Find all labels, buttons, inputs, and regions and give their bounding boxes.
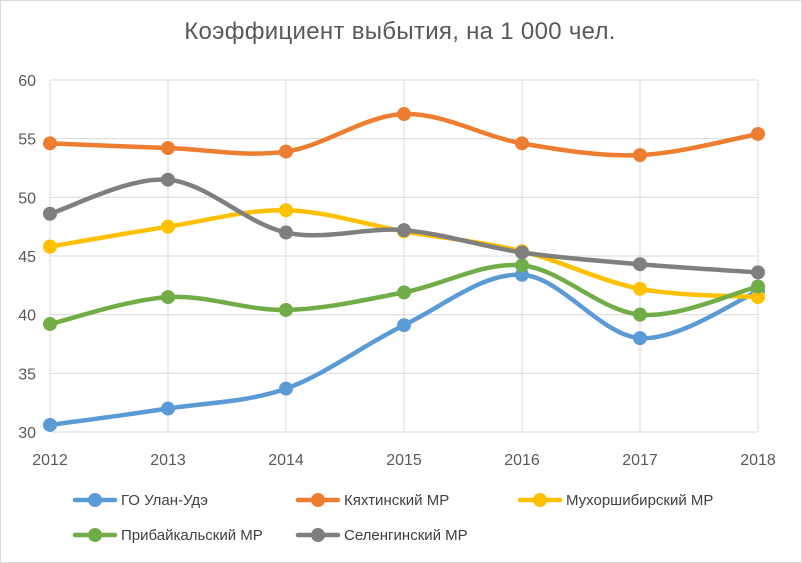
legend: ГО Улан-Удэ Кяхтинский МР Мухоршибирский М… xyxy=(72,492,713,544)
legend-marker xyxy=(533,493,547,507)
y-tick-label: 40 xyxy=(18,308,36,325)
axes: 30 35 40 45 50 55 60 2012 2013 2014 2015 2016 2017 20… xyxy=(18,73,776,469)
series-4 xyxy=(43,258,765,332)
data-point xyxy=(161,401,175,416)
data-point xyxy=(161,141,175,156)
data-point xyxy=(279,203,293,218)
legend-label: Селенгинский МР xyxy=(344,527,468,544)
legend-marker xyxy=(88,493,102,507)
data-point xyxy=(515,258,529,273)
legend-label: Мухоршибирский МР xyxy=(566,492,713,509)
data-point xyxy=(633,331,647,346)
y-tick-label: 55 xyxy=(18,132,36,149)
series-layer xyxy=(43,107,765,432)
data-point xyxy=(43,317,57,332)
data-point xyxy=(43,239,57,254)
data-point xyxy=(43,206,57,221)
data-point xyxy=(43,136,57,151)
data-point xyxy=(161,219,175,234)
x-tick-label: 2017 xyxy=(622,452,658,469)
legend-item: ГО Улан-Удэ xyxy=(72,492,208,509)
legend-marker xyxy=(311,528,325,542)
data-point xyxy=(751,265,765,280)
series-5 xyxy=(43,172,765,280)
data-point xyxy=(515,136,529,151)
y-tick-label: 50 xyxy=(18,190,36,207)
legend-label: Прибайкальский МР xyxy=(121,527,263,544)
data-point xyxy=(633,257,647,272)
data-point xyxy=(279,144,293,159)
chart-title: Коэффициент выбытия, на 1 000 чел. xyxy=(184,18,616,45)
data-point xyxy=(279,381,293,396)
x-tick-label: 2012 xyxy=(32,452,68,469)
legend-item: Мухоршибирский МР xyxy=(517,492,713,509)
legend-marker xyxy=(311,493,325,507)
data-point xyxy=(397,107,411,122)
y-tick-label: 60 xyxy=(18,73,36,90)
data-point xyxy=(161,290,175,305)
legend-item: Кяхтинский МР xyxy=(295,492,449,509)
data-point xyxy=(279,302,293,317)
data-point xyxy=(633,307,647,322)
data-point xyxy=(751,126,765,141)
data-point xyxy=(43,417,57,432)
legend-item: Прибайкальский МР xyxy=(72,527,263,544)
data-point xyxy=(633,281,647,296)
data-point xyxy=(397,318,411,333)
data-point xyxy=(751,279,765,294)
data-point xyxy=(397,285,411,300)
y-tick-label: 30 xyxy=(18,425,36,442)
x-tick-label: 2013 xyxy=(150,452,186,469)
data-point xyxy=(397,223,411,238)
data-point xyxy=(751,290,765,305)
legend-item: Селенгинский МР xyxy=(295,527,468,544)
series-2 xyxy=(43,107,765,163)
legend-label: Кяхтинский МР xyxy=(344,492,449,509)
data-point xyxy=(633,148,647,163)
legend-label: ГО Улан-Удэ xyxy=(121,492,208,509)
grid-lines xyxy=(49,79,759,433)
data-point xyxy=(515,245,529,260)
legend-marker xyxy=(88,528,102,542)
y-tick-label: 35 xyxy=(18,366,36,383)
y-tick-label: 45 xyxy=(18,249,36,266)
x-tick-label: 2016 xyxy=(504,452,540,469)
x-tick-label: 2014 xyxy=(268,452,304,469)
series-1 xyxy=(43,267,765,432)
data-point xyxy=(161,172,175,187)
data-point xyxy=(279,225,293,240)
x-tick-label: 2015 xyxy=(386,452,422,469)
x-tick-label: 2018 xyxy=(740,452,776,469)
